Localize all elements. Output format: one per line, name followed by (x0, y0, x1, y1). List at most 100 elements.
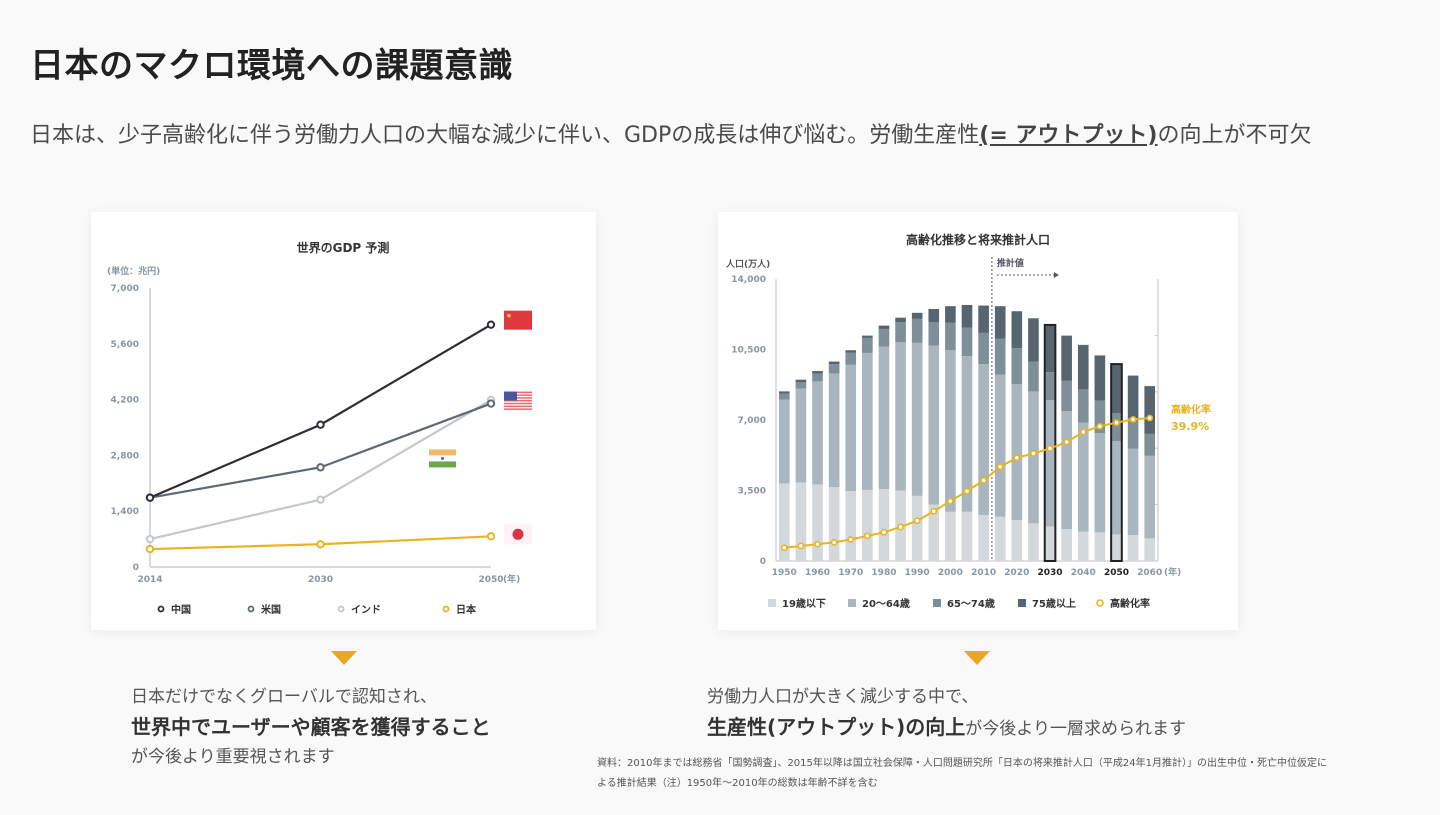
lead-text-pre: 日本は、少子高齢化に伴う労働力人口の大幅な減少に伴い、GDPの成長は伸び悩む。労… (30, 123, 980, 148)
bar-segment-a20_64 (878, 346, 890, 490)
legend-label: 19歳以下 (782, 597, 826, 610)
bar-segment-u19 (928, 504, 940, 561)
data-point-india (316, 495, 325, 504)
bar-segment-a20_64 (1111, 441, 1122, 535)
aging-rate-point (1079, 428, 1087, 436)
bar-segment-a20_64 (845, 364, 857, 492)
bar-segment-a20_64 (795, 388, 807, 483)
bar-segment-a75 (978, 305, 989, 333)
bar-segment-a20_64 (928, 345, 940, 505)
bar-segment-a65_74 (1077, 389, 1089, 423)
bar-segment-a75 (1061, 335, 1072, 381)
conclusion-right-line2-bold: 生産性(アウトプット)の向上 (707, 715, 966, 739)
aging-rate-point (1030, 450, 1037, 457)
bar-segment-a20_64 (862, 352, 873, 490)
conclusion-left: 日本だけでなくグローバルで認知され、 世界中でユーザーや顧客を獲得すること が今… (131, 682, 491, 772)
conclusion-left-line1: 日本だけでなくグローバルで認知され、 (131, 687, 437, 707)
lead-text-post: の向上が不可欠 (1157, 123, 1312, 148)
conclusion-right-line2-rest: が今後より一層求められます (965, 719, 1186, 739)
bar-segment-u19 (828, 487, 840, 561)
x-unit-label: (年) (1164, 566, 1181, 578)
x-tick-label: 2010 (971, 568, 996, 578)
y-unit-label: (単位：兆円) (107, 265, 160, 277)
y-tick-label: 3,500 (738, 487, 766, 497)
bar-segment-u19 (911, 495, 923, 561)
china-flag-icon (504, 310, 532, 330)
aging-rate-point (1063, 438, 1071, 446)
legend-swatch-u19 (768, 599, 776, 607)
flag-field (504, 310, 532, 330)
bar-segment-a20_64 (828, 373, 840, 488)
x-tick-label: 1990 (905, 568, 930, 578)
bar-segment-a75 (862, 335, 873, 338)
aging-rate-point (814, 540, 821, 548)
bar-highlight-outline (1110, 363, 1123, 562)
bar-segment-a20_64 (1044, 400, 1056, 527)
data-point-japan (145, 544, 155, 554)
bar-segment-a65_74 (961, 327, 973, 357)
x-unit-label: (年) (503, 573, 520, 585)
bar-segment-a75 (1011, 311, 1023, 349)
bar-segment-a65_74 (1011, 348, 1023, 385)
bar-segment-a75 (945, 306, 956, 323)
aging-rate-point (880, 528, 888, 536)
aging-rate-point (830, 538, 838, 546)
flag-stripe (504, 399, 532, 402)
legend-label-india: インド (351, 604, 381, 616)
legend-swatch-a65_74 (933, 599, 941, 607)
flag-stripe-green (429, 461, 456, 468)
flag-canton (504, 391, 517, 401)
aging-rate-point (946, 497, 954, 505)
data-point-china (316, 420, 325, 429)
aging-rate-point (980, 476, 988, 484)
legend-marker-india (337, 605, 345, 613)
bar-segment-u19 (978, 515, 989, 561)
source-note: 資料：2010年までは総務省「国勢調査」、2015年以降は国立社会保障・人口問題… (597, 754, 1417, 794)
bar-segment-a20_64 (978, 364, 989, 516)
aging-rate-point (913, 517, 921, 525)
bar-segment-a65_74 (828, 364, 840, 374)
chart-title: 世界のGDP 予測 (297, 240, 390, 255)
aging-rate-point (863, 532, 871, 540)
bar-segment-a75 (1028, 318, 1039, 362)
bar-segment-a75 (1044, 324, 1056, 373)
bar-segment-u19 (1011, 520, 1023, 561)
bar-segment-u19 (795, 482, 807, 561)
x-tick-label: 1950 (772, 568, 797, 578)
bar-segment-u19 (1094, 532, 1106, 561)
flag-stripe (504, 394, 532, 396)
conclusion-left-line3: が今後より重要視されます (131, 747, 335, 767)
x-tick-label: 2020 (1004, 568, 1029, 578)
bar-segment-a75 (1094, 355, 1106, 401)
bar-segment-a75 (845, 350, 857, 353)
aging-rate-point (1146, 414, 1154, 422)
legend-swatch-a75 (1018, 599, 1026, 607)
bar-segment-a20_64 (994, 374, 1006, 517)
legend-label: 75歳以上 (1032, 597, 1076, 610)
legend-marker-aging-rate (1096, 599, 1104, 607)
legend-label-us: 米国 (261, 603, 281, 616)
x-tick-label: 2030 (308, 575, 333, 585)
down-arrow-icon (331, 651, 357, 665)
bar-segment-a65_74 (994, 338, 1006, 375)
bar-segment-a65_74 (978, 332, 989, 365)
x-tick-label: 1980 (871, 568, 896, 578)
bar-segment-a20_64 (1011, 384, 1023, 521)
gdp-chart: 世界のGDP 予測 (単位：兆円) 0 1,400 2,800 4,200 5,600 7,0… (107, 240, 532, 616)
bar-segment-a20_64 (961, 356, 973, 512)
bar-segment-a65_74 (911, 318, 923, 343)
bar-segment-a75 (895, 317, 906, 323)
bar-segment-a65_74 (895, 322, 906, 343)
legend-swatch-a20_64 (848, 599, 856, 607)
conclusion-right-line1: 労働力人口が大きく減少する中で、 (707, 687, 979, 707)
bar-segment-a65_74 (1094, 400, 1106, 434)
flag-stripe-saffron (429, 449, 456, 456)
lead-text-emphasis: (= アウトプット) (979, 123, 1158, 148)
bar-segment-a75 (1077, 344, 1089, 390)
bar-segment-a20_64 (1144, 455, 1156, 539)
down-arrow-icon (964, 651, 990, 665)
bar-segment-a20_64 (911, 342, 923, 496)
conclusion-right: 労働力人口が大きく減少する中で、 生産性(アウトプット)の向上が今後より一層求め… (707, 682, 1186, 744)
bar-segment-a65_74 (795, 382, 807, 389)
bar-segment-a65_74 (1127, 418, 1139, 449)
